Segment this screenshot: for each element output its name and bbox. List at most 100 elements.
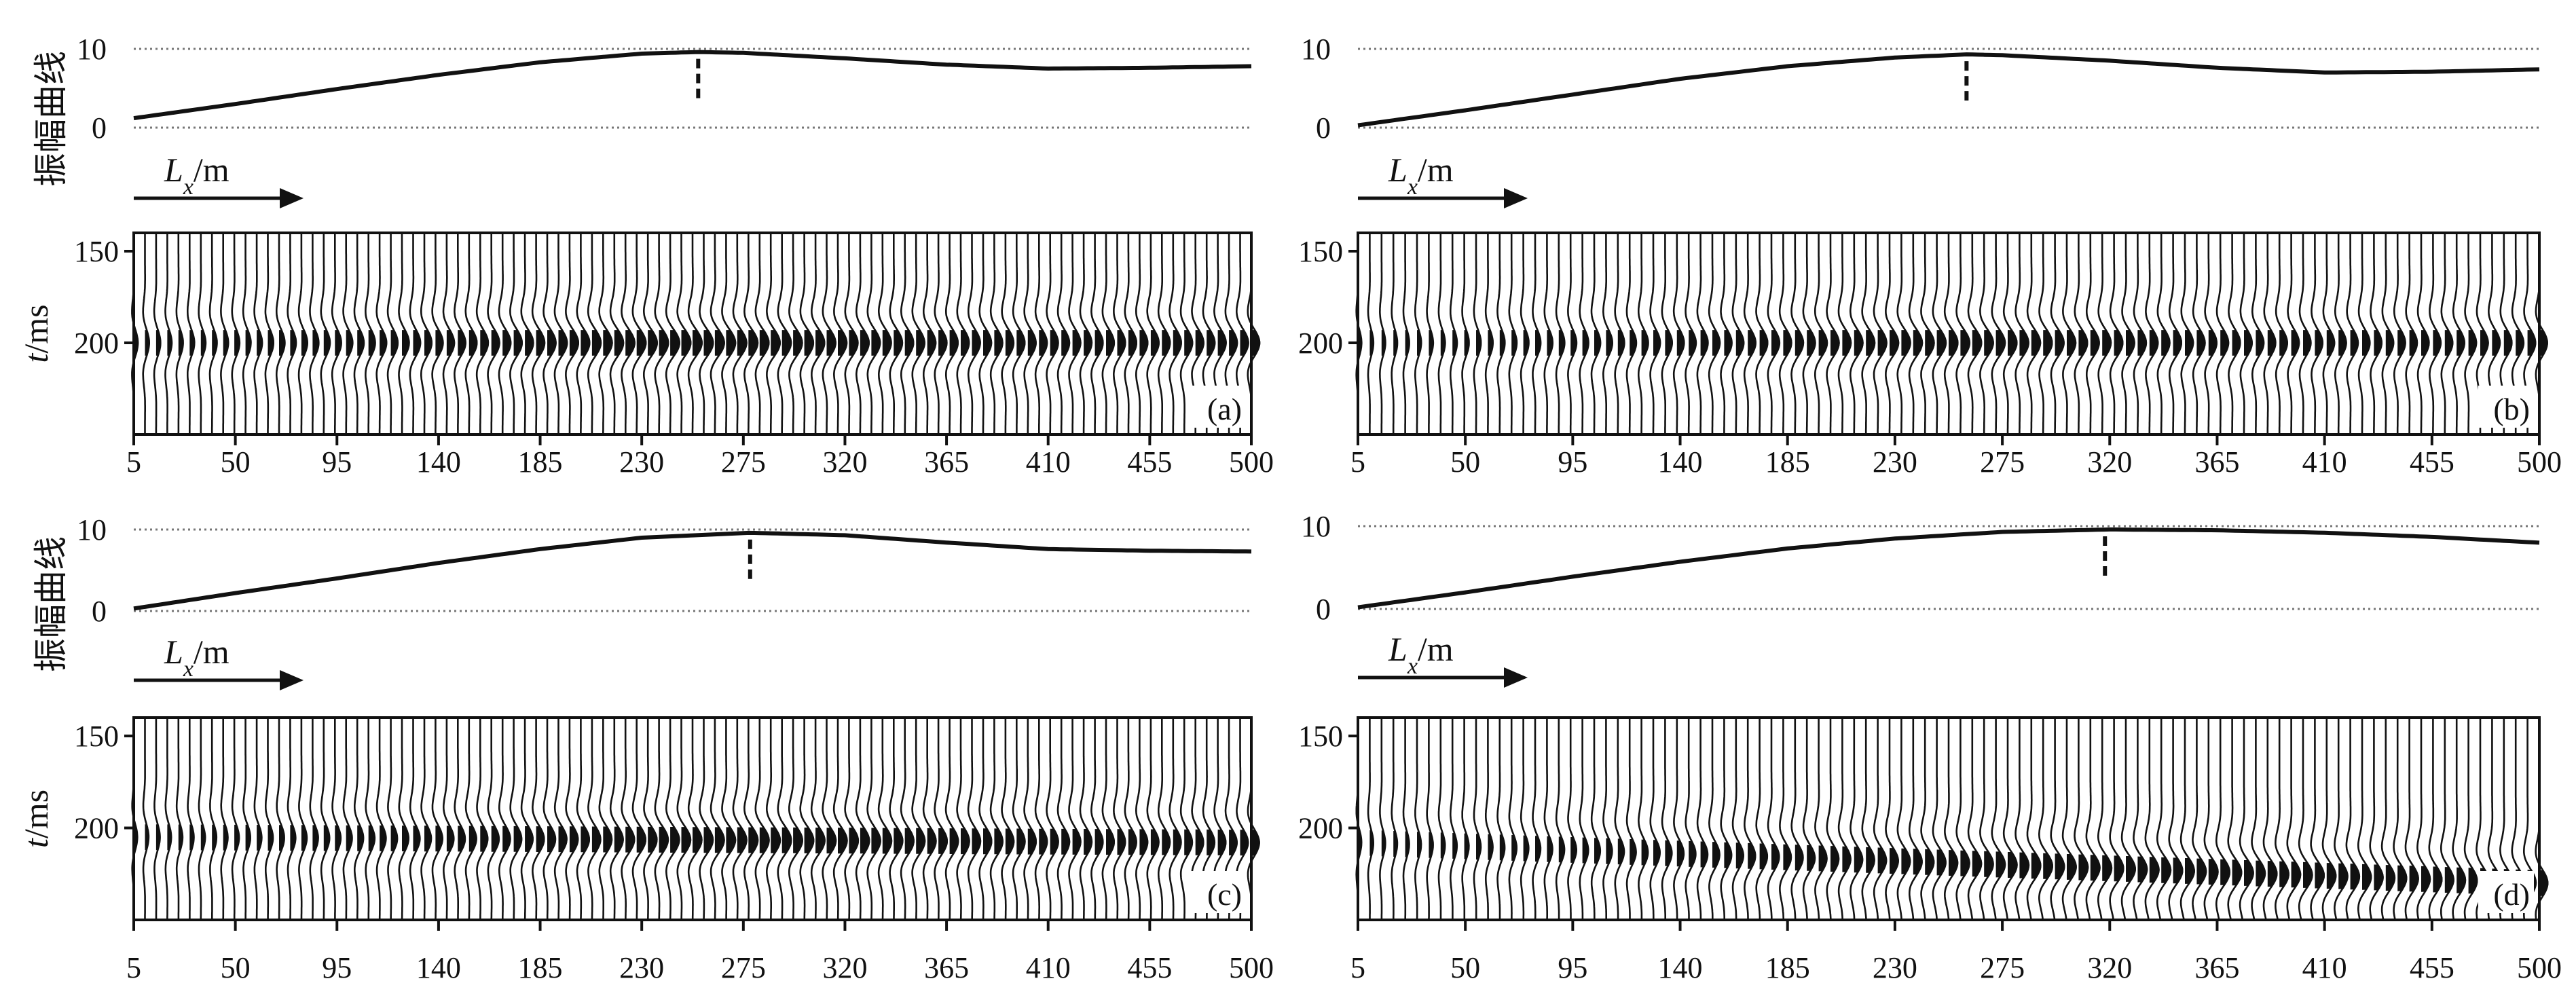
wiggle-fill [2232,859,2243,886]
wiggle-trace [1767,718,1780,921]
wiggle-fill [1464,833,1470,859]
wiggle-trace [331,718,342,921]
wiggle-fill [569,826,579,853]
wiggle-fill [2067,854,2077,880]
wiggle-fill [268,825,274,851]
wiggle-trace [354,718,365,920]
wiggle-fill [591,330,602,356]
wiggle-fill [1641,839,1649,866]
wiggle-trace [665,718,680,920]
wiggle-fill [1830,330,1840,356]
wiggle-fill [670,330,680,356]
wiggle-fill [424,826,432,852]
wiggle-fill [2350,864,2361,890]
wiggle-fill [1464,330,1470,356]
wiggle-fill [1240,330,1249,356]
wiggle-fill [1890,330,1900,356]
wiggle-fill [849,828,860,854]
wiggle-fill [1050,330,1059,356]
wiggle-fill [2303,330,2312,356]
wiggle-trace [1720,718,1733,921]
wiggle-trace [777,718,792,921]
wiggle-fill [1393,330,1398,356]
wiggle-trace [520,718,534,920]
wiggle-trace [1543,718,1553,920]
wiggle-fill [368,825,375,851]
wiggle-trace [1731,718,1745,921]
wiggle-fill [2539,330,2548,356]
wiggle-fill [558,330,568,356]
time-tick-label: 200 [1298,327,1343,360]
wiggle-trace [1179,718,1194,920]
wiggle-fill [468,826,477,852]
wiggle-trace [2203,718,2219,921]
wiggle-fill [793,827,803,853]
wiggle-fill [2338,863,2349,889]
wiggle-trace [721,718,737,921]
wiggle-fill [1582,330,1589,356]
wiggle-fill [2031,330,2042,356]
wiggle-fill [759,827,770,853]
wiggle-trace [2038,718,2054,921]
wiggle-fill [1381,830,1386,857]
wiggle-fill [525,826,534,852]
wiggle-fill [1106,330,1115,356]
wiggle-fill [1960,330,1971,356]
wiggle-fill [1369,330,1374,356]
wiggle-fill [268,330,274,356]
wiggle-fill [2196,858,2207,885]
wiggle-trace [420,718,433,921]
wiggle-trace [1135,718,1149,920]
wiggle-fill [200,330,206,356]
wiggle-trace [1826,718,1840,920]
x-tick-label: 95 [322,445,352,479]
x-tick-label: 5 [126,445,141,479]
wiggle-fill [2362,864,2372,890]
wiggle-trace [1696,718,1709,921]
wiggle-trace [576,718,590,920]
wiggle-fill [1476,834,1482,860]
panel-2: 0 10 Lx/m 150 200 5 50 95 140 185 230 275 320 365 410 4… [1298,33,2562,479]
wiggle-fill [2173,330,2182,356]
wiggle-fill [335,825,342,851]
wiggle-trace [1932,718,1947,921]
wiggle-fill [1570,837,1577,863]
wiggle-fill [994,330,1004,356]
wiggle-trace [1079,718,1093,920]
wiggle-fill [2444,330,2454,356]
wiggle-trace [253,718,263,920]
wiggle-fill [257,825,263,851]
wiggle-fill [1547,330,1553,356]
wiggle-fill [2421,866,2431,892]
wiggle-fill [961,330,970,356]
wiggle-fill [1712,330,1721,356]
x-tick-label: 5 [126,951,141,984]
wiggle-trace [1113,718,1126,921]
wiggle-fill [1499,834,1505,861]
wiggle-fill [2291,862,2302,888]
wiggle-trace [1896,718,1911,921]
wiggle-trace [1034,718,1048,920]
wiggle-fill [1558,330,1566,356]
wiggle-fill [1984,330,1994,356]
wiggle-fill [1072,829,1082,855]
wiggle-fill [2315,330,2323,356]
wiggle-fill [2196,330,2206,356]
wiggle-fill [2126,330,2135,356]
amplitude-tick-label: 10 [77,33,107,66]
wiggle-trace [153,718,161,920]
wiggle-trace [2085,718,2101,921]
x-tick-label: 320 [2087,445,2132,479]
x-tick-label: 95 [1558,445,1587,479]
wiggle-fill [323,330,331,356]
wiggle-fill [458,330,466,356]
wiggle-trace [498,718,511,920]
wiggle-fill [1783,844,1792,870]
x-tick-label: 275 [721,445,766,479]
wiggle-fill [625,826,636,853]
wiggle-trace [1625,718,1637,920]
wiggle-trace [1779,718,1792,921]
wiggle-trace [788,718,804,920]
panel-label-bg [1190,871,1246,913]
